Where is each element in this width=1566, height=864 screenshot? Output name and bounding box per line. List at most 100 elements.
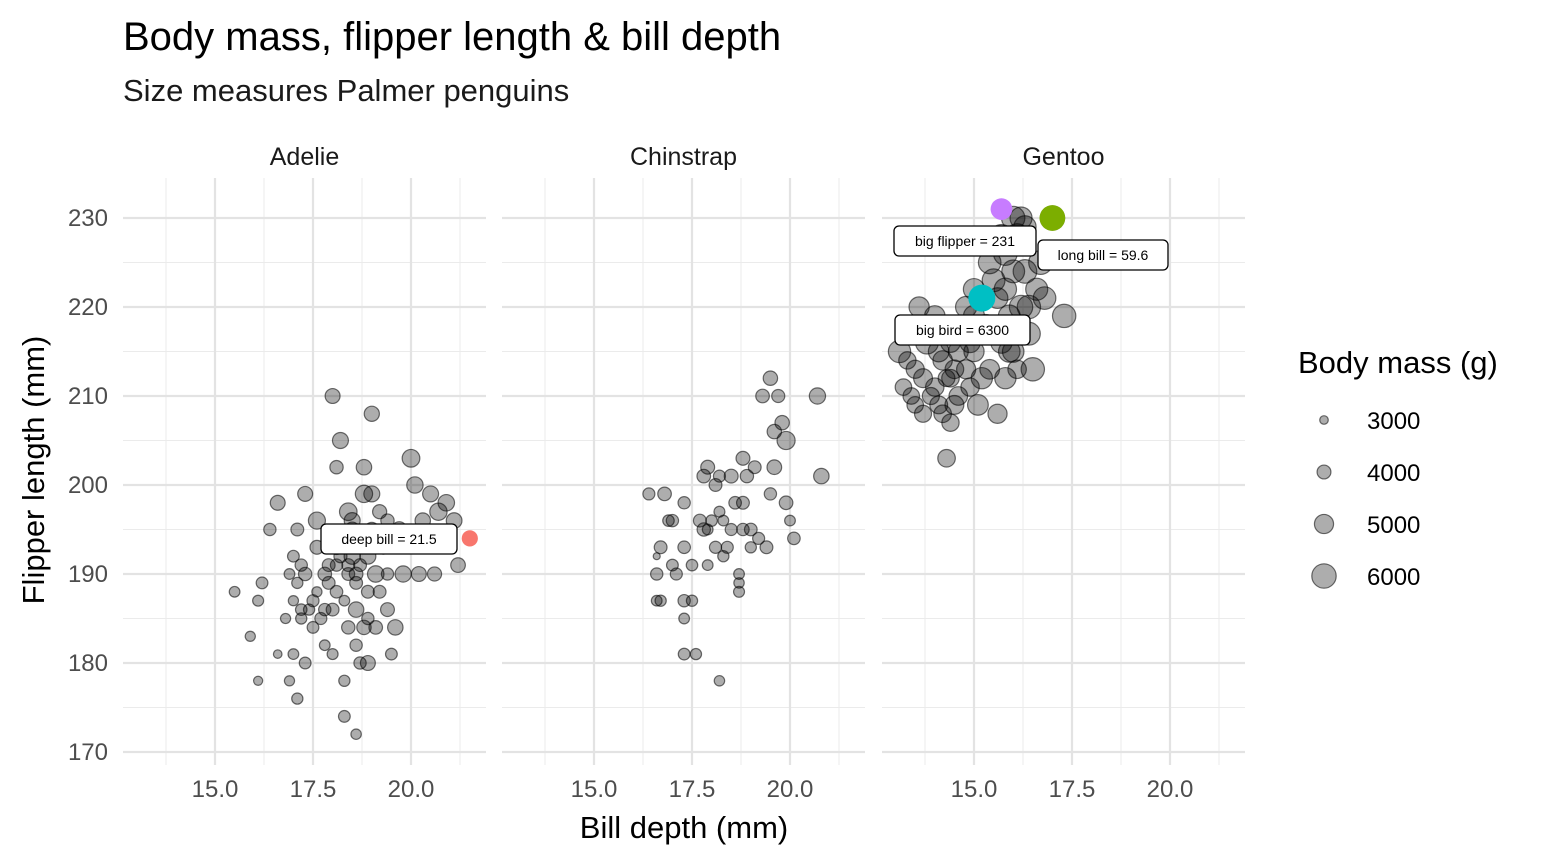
annotation-box [320, 523, 458, 555]
data-point [678, 612, 691, 625]
points [642, 370, 830, 687]
y-tick-label: 170 [68, 739, 108, 766]
data-point [1051, 303, 1077, 329]
data-point [287, 595, 300, 607]
data-point [311, 586, 323, 598]
data-point [286, 549, 300, 563]
facet-label: Adelie [270, 143, 340, 171]
data-point [774, 414, 790, 431]
data-point [321, 575, 336, 590]
annotation-box [894, 314, 1031, 346]
y-tick-label: 220 [68, 294, 108, 321]
data-point [337, 709, 351, 723]
annotation-label: big bird = 6300 [894, 314, 1031, 346]
data-point [689, 647, 703, 661]
legend-title: Body mass (g) [1298, 345, 1498, 380]
data-point [649, 567, 664, 581]
y-tick-label: 180 [68, 650, 108, 677]
y-axis: 170 180 190 200 210 220 230 [68, 205, 108, 766]
data-point [696, 522, 712, 537]
data-point [657, 486, 672, 502]
data-point [677, 496, 691, 510]
data-point [294, 603, 308, 616]
facet-label: Gentoo [1022, 143, 1104, 171]
data-point [297, 485, 314, 502]
highlight-point [1039, 205, 1066, 231]
data-point [713, 674, 726, 687]
data-point [255, 576, 269, 590]
data-point [401, 448, 421, 468]
legend-item: 4000 [1316, 460, 1420, 487]
data-point [743, 522, 758, 537]
y-axis-title: Flipper length (mm) [16, 336, 51, 605]
data-point [752, 531, 766, 546]
data-point [368, 620, 384, 635]
data-point [329, 584, 344, 599]
data-point [244, 630, 256, 642]
legend-label: 3000 [1367, 408, 1420, 435]
data-point [279, 612, 292, 625]
data-point [941, 413, 960, 432]
data-point [1020, 357, 1046, 382]
data-point [426, 566, 443, 582]
data-point [318, 639, 331, 652]
data-point [295, 612, 308, 625]
data-point [287, 648, 300, 661]
data-point [283, 568, 296, 580]
data-point [813, 467, 830, 485]
data-point [306, 620, 320, 634]
data-point [350, 728, 362, 741]
data-point [941, 368, 960, 388]
data-point [422, 485, 440, 503]
annotation-text: deep bill = 21.5 [341, 531, 437, 547]
legend-symbol [1313, 513, 1335, 535]
data-point [252, 594, 265, 607]
legend-label: 4000 [1367, 460, 1420, 487]
chart-title: Body mass, flipper length & bill depth [123, 15, 781, 59]
facet-chinstrap: Chinstrap 15.0 17.5 20.0 [502, 143, 865, 803]
data-point [272, 649, 283, 659]
highlight-point [461, 530, 478, 547]
legend-item: 3000 [1319, 408, 1420, 435]
annotation-text: big flipper = 231 [915, 233, 1015, 249]
highlight-point [990, 198, 1013, 220]
data-point [1012, 258, 1038, 284]
data-point [733, 568, 745, 580]
data-point [366, 565, 385, 583]
legend-symbol [1316, 464, 1332, 480]
x-tick-label: 20.0 [1147, 776, 1194, 803]
x-tick-label: 17.5 [290, 776, 337, 803]
data-point [696, 468, 712, 484]
data-point [324, 387, 341, 405]
data-point [341, 558, 356, 573]
data-point [787, 531, 801, 546]
grid [882, 178, 1245, 765]
data-point [701, 559, 714, 572]
facet-label: Chinstrap [630, 143, 737, 171]
data-point [252, 675, 264, 686]
data-point [356, 619, 372, 636]
data-point [318, 602, 332, 617]
grid [123, 178, 486, 765]
data-point [349, 575, 364, 590]
data-point [723, 468, 739, 484]
data-point [744, 541, 758, 554]
data-point [338, 594, 351, 607]
data-point [338, 674, 351, 688]
data-point [410, 565, 427, 583]
legend-label: 5000 [1367, 512, 1420, 539]
legend-item: 6000 [1311, 563, 1420, 591]
data-point [771, 388, 786, 404]
annotation-label: deep bill = 21.5 [320, 523, 458, 555]
data-point [662, 514, 675, 527]
data-point [728, 495, 742, 510]
data-point [326, 648, 339, 661]
data-point [685, 558, 699, 572]
data-point [902, 387, 921, 405]
data-point [776, 430, 796, 451]
data-point [701, 523, 714, 536]
data-point [937, 448, 956, 468]
y-tick-label: 190 [68, 561, 108, 588]
data-point [263, 522, 277, 537]
